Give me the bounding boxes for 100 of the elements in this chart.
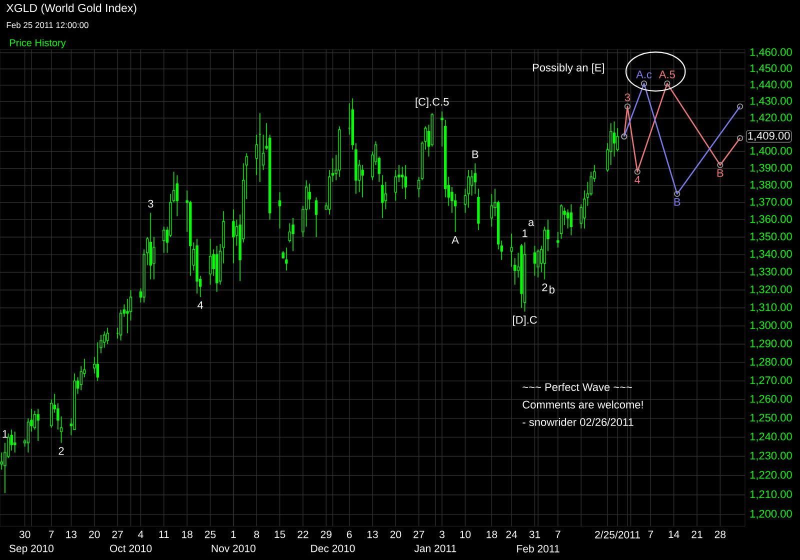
x-tick-label: 20: [390, 530, 402, 538]
annotation: ~~~ Perfect Wave ~~~: [522, 382, 632, 392]
candlestick: [285, 247, 288, 271]
y-tick-label: 1,250.00: [750, 414, 792, 423]
annotation: B: [674, 198, 680, 206]
candlestick: [96, 342, 100, 382]
y-tick-label: 1,390.00: [750, 164, 792, 173]
annotation: A: [452, 236, 459, 244]
candlestick: [292, 218, 294, 252]
y-tick-label: 1,370.00: [750, 198, 792, 208]
x2-tick-label: Oct 2010: [110, 544, 152, 552]
y-tick-label: 1,220.00: [750, 470, 792, 480]
candlestick: [308, 183, 311, 210]
candlestick: [384, 182, 388, 210]
y-tick-label: 1,430.00: [750, 97, 792, 106]
candlestick: [278, 192, 282, 229]
y-tick-label: 1,240.00: [750, 432, 792, 442]
y-tick-label: 1,380.00: [750, 180, 792, 190]
candlestick: [533, 245, 536, 276]
candlestick: [474, 162, 476, 194]
x-tick-label: 7: [648, 530, 654, 538]
candlestick: [36, 408, 40, 442]
y-tick-label: 1,270.00: [750, 376, 792, 386]
candlestick: [381, 174, 384, 218]
x-tick-label: 27: [112, 530, 123, 538]
annotation: Possibly an [E]: [532, 63, 604, 74]
y-tick-label: 1,350.00: [750, 232, 792, 242]
candlestick: [176, 174, 178, 217]
annotation: 3: [624, 94, 630, 102]
candlestick: [314, 196, 318, 238]
y-tick-label: 1,230.00: [750, 452, 792, 461]
y-tick-label: 1,300.00: [750, 321, 792, 330]
candlestick: [208, 238, 212, 286]
candlestick: [570, 204, 573, 236]
x-tick-label: 11: [159, 530, 169, 538]
y-tick-label: 1,320.00: [750, 285, 792, 295]
annotation: 2: [58, 447, 64, 455]
y-tick-label: 1,450.00: [750, 64, 792, 74]
annotation: B: [472, 150, 478, 158]
annotation: 1: [2, 430, 8, 438]
annotation: 2: [542, 284, 548, 292]
annotation: Comments are welcome!: [522, 400, 643, 409]
y-tick-label: 1,440.00: [750, 80, 792, 90]
x2-tick-label: Jan 2011: [414, 544, 456, 552]
candlestick: [404, 164, 407, 200]
annotation: A.5: [658, 70, 675, 78]
x-tick-label: 22: [298, 530, 308, 538]
x-tick-label: 3: [440, 530, 444, 538]
x-tick-label: 28: [714, 530, 726, 538]
x2-tick-label: Sep 2010: [9, 544, 54, 554]
candlestick: [566, 208, 570, 229]
candlestick: [536, 249, 540, 278]
y-tick-label: 1,400.00: [750, 146, 792, 156]
x-tick-label: 24: [506, 530, 518, 538]
chart-subtitle: Feb 25 2011 12:00:00: [6, 22, 88, 28]
annotation: a: [528, 220, 534, 226]
x-tick-label: 7: [48, 530, 54, 538]
candlestick: [152, 236, 156, 280]
annotation: 4: [198, 301, 204, 309]
y-tick-label: 1,290.00: [750, 340, 792, 349]
candlestick: [93, 356, 96, 374]
candlestick: [612, 121, 616, 157]
annotation: [D].C: [513, 316, 537, 326]
x-tick-label: 30: [19, 530, 30, 538]
candlestick: [120, 309, 122, 341]
y-tick-label: 1,330.00: [750, 268, 792, 277]
candlestick: [361, 164, 364, 198]
x-tick-label: 4: [138, 530, 144, 538]
y-tick-label: 1,280.00: [750, 358, 792, 367]
annotation: - snowrider 02/26/2011: [522, 418, 634, 426]
x-tick-label: 18: [486, 530, 498, 538]
annotation: [C].C.5: [416, 98, 449, 108]
x-tick-label: 8: [254, 530, 260, 538]
y-tick-label: 1,409.00: [748, 132, 790, 141]
x-tick-label: 21: [692, 530, 702, 538]
x-tick-label: 29: [320, 530, 332, 538]
annotation: A.c: [636, 70, 652, 78]
x-tick-label: 13: [66, 530, 77, 538]
annotation: b: [550, 286, 555, 294]
candlestick: [162, 226, 166, 254]
annotation: 1: [522, 230, 528, 238]
annotation: B: [717, 169, 724, 177]
candlestick: [106, 327, 109, 345]
x-tick-label: 13: [367, 530, 378, 538]
chart-title: XGLD (World Gold Index): [6, 4, 136, 14]
x-tick-label: 15: [274, 530, 286, 538]
candlestick: [14, 431, 16, 453]
x2-tick-label: Dec 2010: [311, 544, 355, 552]
y-tick-label: 1,420.00: [750, 114, 792, 123]
x-tick-label: 1: [231, 530, 236, 538]
x-tick-label: 6: [346, 530, 352, 538]
x-tick-label: 27: [414, 530, 424, 538]
x2-tick-label: Feb 2011: [517, 544, 560, 552]
y-tick-label: 1,360.00: [750, 215, 792, 224]
y-tick-label: 1,460.00: [750, 48, 792, 58]
annotation: 3: [148, 200, 154, 208]
text: Price History: [10, 38, 66, 48]
y-tick-label: 1,210.00: [750, 490, 792, 500]
annotation: 4: [634, 176, 640, 184]
y-tick-label: 1,310.00: [750, 303, 792, 312]
